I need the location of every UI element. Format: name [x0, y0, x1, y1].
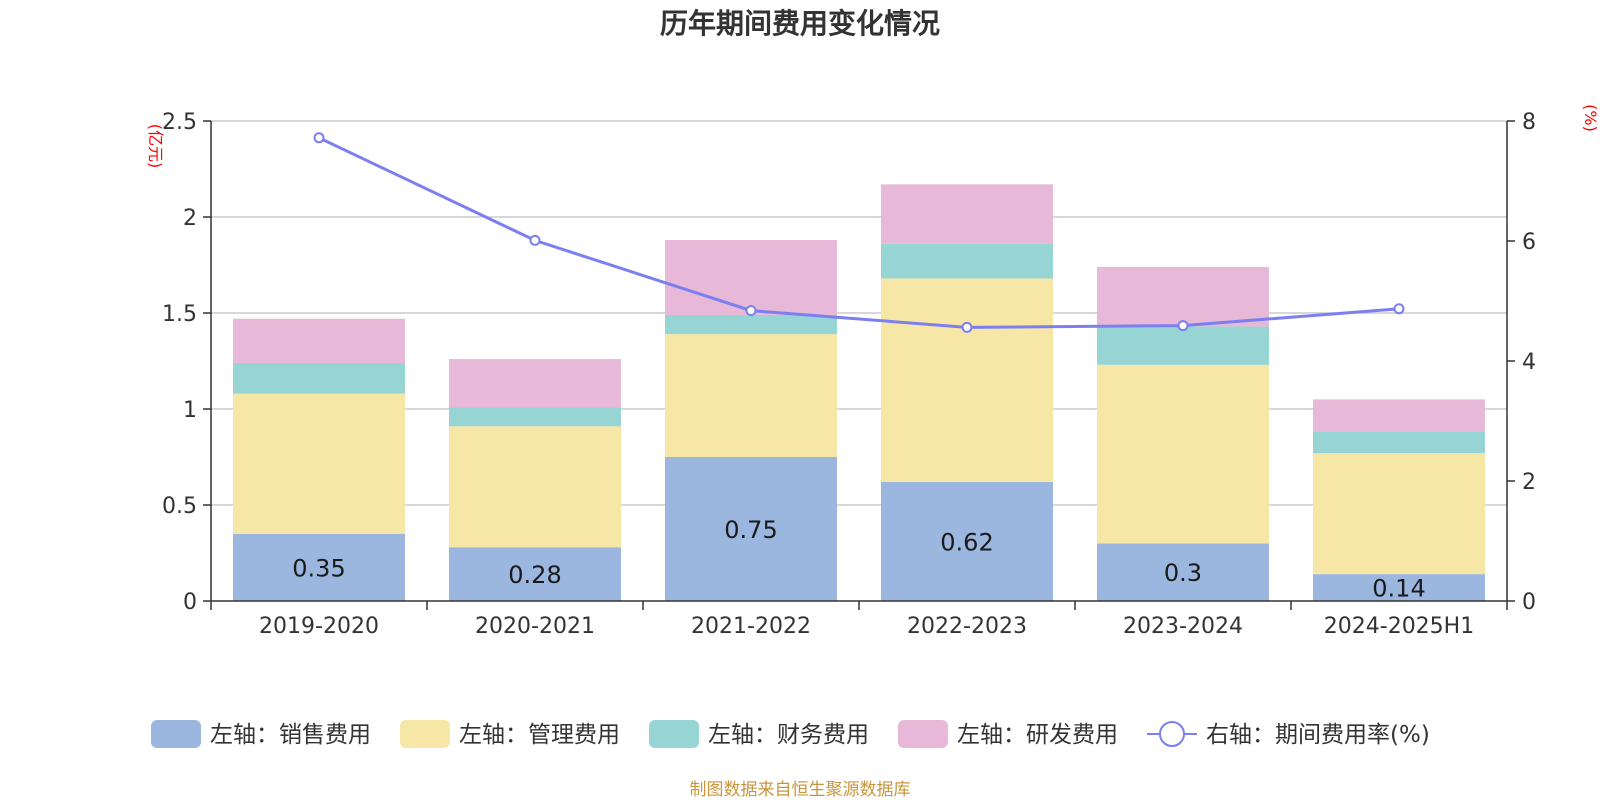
- legend-item[interactable]: 左轴：研发费用: [898, 720, 1118, 748]
- bar-segment[interactable]: [881, 243, 1053, 279]
- legend-item[interactable]: 右轴：期间费用率(%): [1147, 721, 1430, 748]
- rate-line-point[interactable]: [745, 305, 757, 317]
- left-axis-tick-label: 2: [183, 206, 197, 231]
- legend-label: 左轴：销售费用: [210, 722, 371, 748]
- rate-line: [318, 136, 1400, 329]
- bar-data-label: 0.3: [1164, 559, 1202, 587]
- bar-segment[interactable]: [233, 393, 405, 534]
- line-series-group: [313, 132, 1405, 333]
- bar-segment[interactable]: [881, 278, 1053, 482]
- x-axis-category-label: 2020-2021: [475, 614, 595, 639]
- bar-segment[interactable]: [449, 426, 621, 548]
- grid-lines: [211, 120, 1507, 506]
- right-axis-tick-label: 8: [1522, 110, 1536, 135]
- x-axis-category-label: 2022-2023: [907, 614, 1027, 639]
- legend-label: 左轴：管理费用: [459, 722, 620, 748]
- bar-segment[interactable]: [1313, 453, 1485, 575]
- bar-labels-group: 0.35 0.28 0.75 0.62 0.3 0.14: [292, 516, 1425, 603]
- bar-data-label: 0.28: [508, 561, 561, 589]
- left-axis-tick-label: 2.5: [162, 110, 197, 135]
- legend-label: 右轴：期间费用率(%): [1206, 722, 1430, 748]
- bar-segment[interactable]: [1313, 399, 1485, 433]
- legend-label: 左轴：研发费用: [957, 722, 1118, 748]
- bar-segment[interactable]: [449, 547, 621, 601]
- legend-item[interactable]: 左轴：管理费用: [400, 720, 620, 748]
- x-axis-category-label: 2023-2024: [1123, 614, 1243, 639]
- bar-data-label: 0.35: [292, 554, 345, 582]
- left-axis-unit: (亿元): [146, 124, 165, 169]
- chart-title: 历年期间费用变化情况: [660, 7, 940, 40]
- bar-data-label: 0.14: [1372, 575, 1425, 603]
- x-axis-category-label: 2021-2022: [691, 614, 811, 639]
- bar-segment[interactable]: [665, 240, 837, 315]
- legend-swatch: [151, 720, 201, 748]
- bar-segment[interactable]: [449, 407, 621, 427]
- bar-segment[interactable]: [1097, 326, 1269, 365]
- legend-label: 左轴：财务费用: [708, 722, 869, 748]
- right-axis-unit: (%): [1581, 104, 1600, 132]
- left-axis-tick-label: 1.5: [162, 302, 197, 327]
- left-axis-tick-label: 0: [183, 590, 197, 615]
- rate-line-point[interactable]: [961, 321, 973, 333]
- rate-line-point[interactable]: [1393, 303, 1405, 315]
- bar-segment[interactable]: [665, 457, 837, 601]
- bar-segment[interactable]: [1313, 574, 1485, 601]
- bar-segment[interactable]: [1313, 432, 1485, 454]
- bar-segment[interactable]: [1097, 543, 1269, 601]
- bar-segment[interactable]: [881, 184, 1053, 244]
- bar-segment[interactable]: [1097, 266, 1269, 327]
- bar-segment[interactable]: [665, 334, 837, 457]
- right-axis-tick-label: 0: [1522, 590, 1536, 615]
- bars-group: [233, 184, 1485, 601]
- bar-segment[interactable]: [233, 533, 405, 601]
- x-axis-category-label: 2024-2025H1: [1324, 614, 1474, 639]
- bar-segment[interactable]: [233, 362, 405, 394]
- rate-line-point[interactable]: [1177, 320, 1189, 332]
- bar-segment[interactable]: [233, 318, 405, 363]
- rate-line-point[interactable]: [313, 132, 325, 144]
- legend-swatch: [400, 720, 450, 748]
- axes-group: 0 0.5 1 1.5 2 2.5 0 2 4 6 8 2019-2020 2020-2021 2021-…: [162, 110, 1536, 639]
- bar-data-label: 0.75: [724, 516, 777, 544]
- rate-line-point[interactable]: [529, 234, 541, 246]
- right-axis-tick-label: 4: [1522, 350, 1536, 375]
- legend-item[interactable]: 左轴：财务费用: [649, 720, 869, 748]
- legend-swatch: [649, 720, 699, 748]
- bar-data-label: 0.62: [940, 528, 993, 556]
- left-axis-tick-label: 0.5: [162, 494, 197, 519]
- legend-item[interactable]: 左轴：销售费用: [151, 720, 371, 748]
- right-axis-tick-label: 2: [1522, 470, 1536, 495]
- bar-segment[interactable]: [449, 359, 621, 408]
- right-axis-tick-label: 6: [1522, 230, 1536, 255]
- x-axis-category-label: 2019-2020: [259, 614, 379, 639]
- legend: 左轴：销售费用 左轴：管理费用 左轴：财务费用 左轴：研发费用 右轴：期间费用率(%): [151, 720, 1430, 748]
- bar-segment[interactable]: [665, 314, 837, 335]
- legend-swatch: [898, 720, 948, 748]
- bar-segment[interactable]: [881, 481, 1053, 601]
- bar-segment[interactable]: [1097, 364, 1269, 544]
- left-axis-tick-label: 1: [183, 398, 197, 423]
- source-note: 制图数据来自恒生聚源数据库: [690, 780, 911, 800]
- legend-marker-icon: [1159, 721, 1185, 747]
